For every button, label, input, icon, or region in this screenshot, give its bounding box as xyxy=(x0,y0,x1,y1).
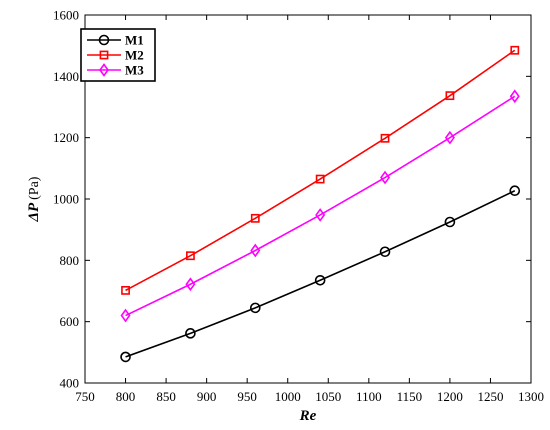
legend-item-m1: M1 xyxy=(87,33,144,48)
y-tick-label: 600 xyxy=(60,314,80,329)
legend-item-m3: M3 xyxy=(87,63,144,78)
legend-item-m2: M2 xyxy=(87,48,144,63)
data-point-m3 xyxy=(509,89,520,104)
legend-marker xyxy=(99,50,109,60)
y-tick-label: 1200 xyxy=(53,130,79,145)
legend-label: M2 xyxy=(125,48,144,63)
y-axis-label: ΔP (Pa) xyxy=(26,176,42,222)
y-axis-unit: (Pa) xyxy=(27,176,42,200)
data-point-m3 xyxy=(315,208,326,222)
y-tick-label: 1000 xyxy=(53,192,79,207)
data-point-m1 xyxy=(444,216,456,228)
x-tick-label: 900 xyxy=(197,389,217,404)
data-point-m3 xyxy=(250,243,261,258)
legend-label: M3 xyxy=(125,63,144,78)
series-line-m2 xyxy=(125,49,516,292)
x-tick-label: 750 xyxy=(75,389,95,404)
legend-marker xyxy=(99,63,109,77)
x-tick-label: 1150 xyxy=(397,389,423,404)
data-point-m1 xyxy=(509,185,521,197)
data-point-m2 xyxy=(250,213,260,223)
series-line-m1 xyxy=(125,189,516,358)
series-m1 xyxy=(120,185,521,363)
data-point-m2 xyxy=(186,251,195,261)
x-tick-label: 1000 xyxy=(275,389,301,404)
series-m2 xyxy=(121,45,520,295)
x-axis-label: Re xyxy=(299,408,317,424)
data-point-m2 xyxy=(510,45,520,55)
data-point-m3 xyxy=(380,170,391,185)
axis-ticks: 750 800 850 900 950 1000 1050 1100 1150 1200 1250 1… xyxy=(53,8,544,405)
data-point-m3 xyxy=(185,277,196,292)
legend-marker xyxy=(98,34,110,46)
x-tick-label: 1050 xyxy=(315,389,341,404)
data-point-m1 xyxy=(314,274,326,286)
x-tick-label: 1250 xyxy=(477,389,503,404)
series-layer xyxy=(120,45,521,363)
data-point-m3 xyxy=(444,130,455,145)
data-point-m1 xyxy=(185,328,196,339)
series-line-m3 xyxy=(125,95,516,317)
x-tick-label: 850 xyxy=(156,389,176,404)
legend-label: M1 xyxy=(125,33,144,48)
y-tick-label: 400 xyxy=(60,376,80,391)
data-point-m1 xyxy=(249,302,261,314)
data-point-m1 xyxy=(120,351,131,363)
data-point-m3 xyxy=(120,308,131,323)
data-point-m2 xyxy=(380,133,390,143)
series-m3 xyxy=(120,89,520,323)
y-tick-label: 800 xyxy=(60,253,80,268)
x-tick-label: 950 xyxy=(237,389,257,404)
data-point-m2 xyxy=(121,285,130,295)
x-tick-label: 1200 xyxy=(437,389,463,404)
y-axis-symbol: ΔP xyxy=(26,202,42,222)
x-tick-label: 800 xyxy=(116,389,136,404)
data-point-m2 xyxy=(445,91,455,101)
y-tick-label: 1400 xyxy=(53,69,79,84)
data-point-m2 xyxy=(315,174,325,184)
y-tick-label: 1600 xyxy=(53,8,79,23)
x-tick-label: 1300 xyxy=(518,389,544,404)
x-tick-label: 1100 xyxy=(356,389,382,404)
data-point-m1 xyxy=(379,246,391,258)
